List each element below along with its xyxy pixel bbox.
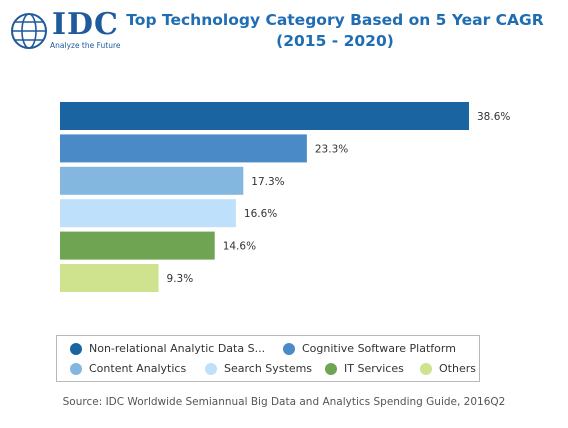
legend-swatch <box>70 343 82 355</box>
legend-swatch <box>420 363 432 375</box>
legend-label: Others <box>439 362 476 375</box>
bar-value-label: 38.6% <box>477 111 510 123</box>
chart-legend: Non-relational Analytic Data S... Cogniti… <box>56 335 480 382</box>
chart-title: Top Technology Category Based on 5 Year … <box>126 11 544 50</box>
legend-label: Cognitive Software Platform <box>302 342 456 355</box>
logo-tagline: Analyze the Future <box>50 41 121 50</box>
bar-1 <box>60 102 469 130</box>
bar-value-label: 16.6% <box>244 208 277 220</box>
legend-label: IT Services <box>344 362 404 375</box>
bar-value-label: 9.3% <box>167 273 194 285</box>
legend-label: Non-relational Analytic Data S... <box>89 342 266 355</box>
bar-value-label: 23.3% <box>315 143 348 155</box>
bar-2 <box>60 134 307 163</box>
bar-5 <box>60 231 215 260</box>
bar-value-label: 17.3% <box>251 176 284 188</box>
globe-icon <box>11 13 47 49</box>
source-note: Source: IDC Worldwide Semiannual Big Dat… <box>62 396 506 408</box>
legend-label: Content Analytics <box>89 362 187 375</box>
bar-3 <box>60 166 244 195</box>
legend-swatch <box>283 343 295 355</box>
bar-4 <box>60 199 236 228</box>
legend-swatch <box>70 363 82 375</box>
idc-logo: IDC Analyze the Future <box>10 7 121 50</box>
bar-value-label: 14.6% <box>223 241 256 253</box>
logo-wordmark: IDC <box>52 7 119 42</box>
legend-label: Search Systems <box>224 362 313 375</box>
legend-swatch <box>205 363 217 375</box>
bar-chart: 38.6% 23.3% 17.3% 16.6% 14.6% 9.3% <box>60 102 510 292</box>
legend-swatch <box>325 363 337 375</box>
bar-6 <box>60 264 159 292</box>
